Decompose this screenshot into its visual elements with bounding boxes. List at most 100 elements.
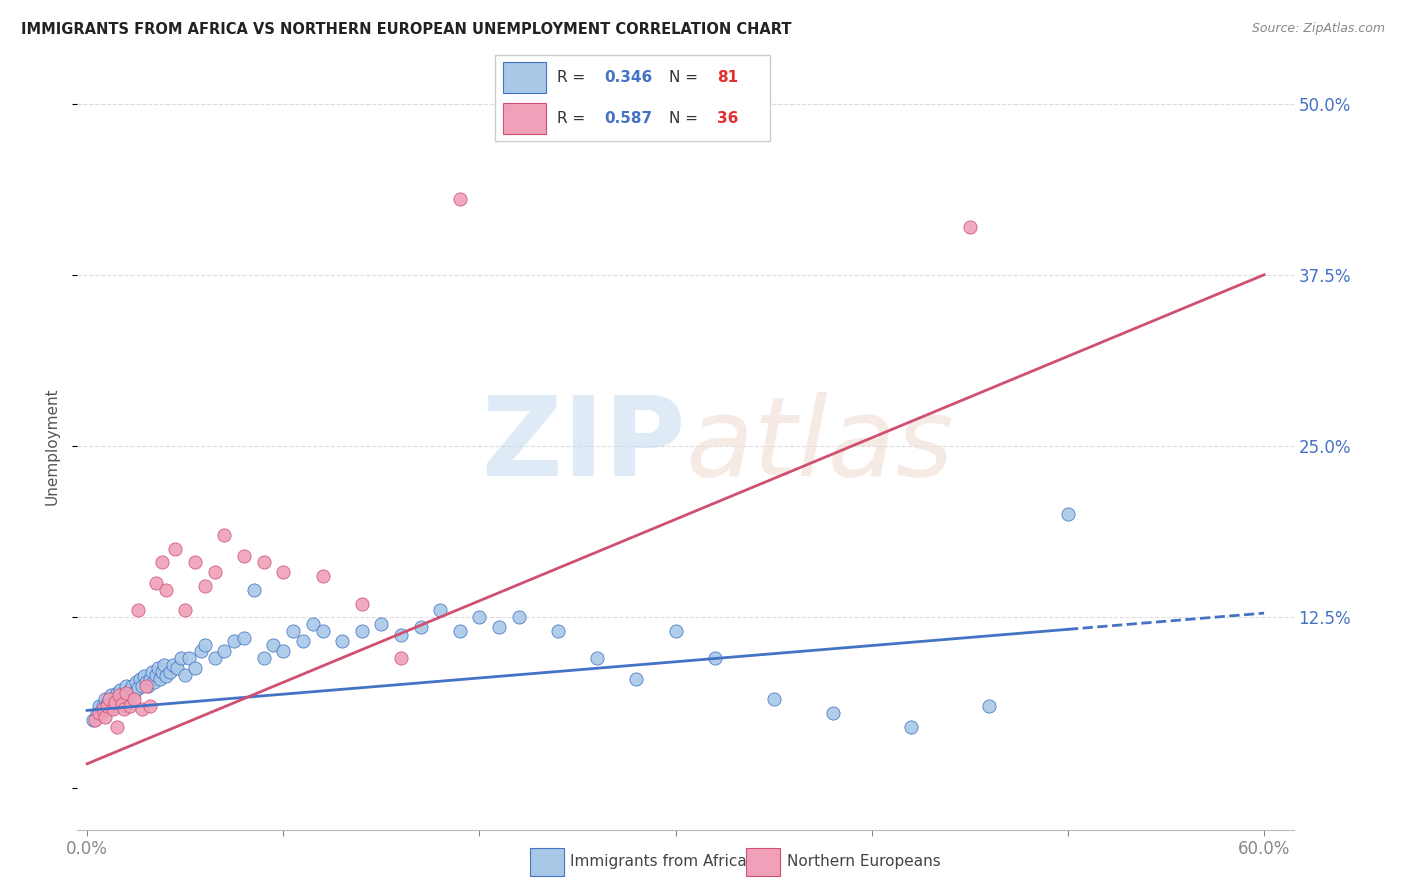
Point [136, 679, 159, 693]
Point [100, 689, 122, 703]
Point [233, 549, 256, 563]
Point [82, 713, 104, 727]
Point [96, 702, 118, 716]
Point [508, 610, 530, 624]
Point [449, 624, 471, 638]
Point [104, 692, 127, 706]
Point [281, 624, 304, 638]
Point [350, 597, 373, 611]
Point [389, 628, 412, 642]
Point [429, 603, 451, 617]
Point [190, 644, 212, 658]
Point [468, 610, 491, 624]
Point [449, 193, 471, 207]
Point [105, 685, 128, 699]
Point [112, 685, 135, 699]
Point [94, 692, 117, 706]
Point [127, 681, 149, 696]
Point [110, 682, 132, 697]
Point [139, 699, 162, 714]
Point [107, 689, 129, 703]
Point [214, 644, 236, 658]
Point [104, 695, 127, 709]
Point [145, 667, 167, 681]
Point [105, 720, 128, 734]
Text: ZIP: ZIP [482, 392, 686, 500]
Point [135, 674, 157, 689]
Text: R =: R = [557, 111, 591, 126]
Point [142, 674, 165, 689]
Point [117, 689, 139, 703]
Point [900, 720, 922, 734]
Point [165, 541, 187, 556]
Point [150, 665, 173, 679]
Point [87, 706, 110, 720]
Point [166, 661, 188, 675]
Point [125, 674, 148, 689]
Point [122, 685, 145, 699]
Point [97, 692, 120, 706]
Point [184, 556, 207, 570]
Text: 36: 36 [717, 111, 738, 126]
FancyBboxPatch shape [530, 848, 564, 876]
FancyBboxPatch shape [503, 103, 546, 134]
Point [271, 644, 294, 658]
Point [152, 658, 174, 673]
Point [121, 679, 143, 693]
Text: 0.346: 0.346 [605, 70, 652, 85]
Point [488, 620, 510, 634]
Point [762, 692, 785, 706]
Point [703, 651, 725, 665]
Point [111, 692, 134, 706]
Point [112, 702, 135, 716]
Point [149, 672, 172, 686]
Point [626, 672, 648, 686]
Point [184, 661, 207, 675]
Point [86, 706, 108, 720]
Point [91, 699, 114, 714]
FancyBboxPatch shape [503, 62, 546, 93]
Text: 81: 81 [717, 70, 738, 85]
Point [122, 692, 145, 706]
Point [330, 633, 353, 648]
Point [665, 624, 688, 638]
Point [127, 603, 149, 617]
Point [821, 706, 844, 720]
Text: 0.587: 0.587 [605, 111, 652, 126]
Point [263, 638, 285, 652]
Point [115, 679, 138, 693]
Point [111, 697, 134, 711]
Point [311, 624, 333, 638]
Point [115, 685, 138, 699]
Point [135, 679, 157, 693]
Point [91, 702, 114, 716]
Point [94, 710, 117, 724]
Point [214, 528, 236, 542]
Point [174, 667, 197, 681]
Point [101, 699, 124, 714]
Point [90, 706, 112, 720]
Point [350, 624, 373, 638]
Point [120, 699, 142, 714]
Point [132, 669, 155, 683]
Point [224, 633, 246, 648]
Point [291, 633, 314, 648]
Point [131, 679, 153, 693]
Point [204, 651, 226, 665]
Point [253, 556, 276, 570]
Point [159, 665, 181, 679]
Point [1057, 508, 1080, 522]
Point [243, 582, 266, 597]
Point [586, 651, 609, 665]
Point [129, 672, 152, 686]
Point [253, 651, 276, 665]
Point [179, 651, 201, 665]
Point [120, 682, 142, 697]
Point [174, 603, 197, 617]
Y-axis label: Unemployment: Unemployment [44, 387, 59, 505]
Point [194, 638, 217, 652]
Point [155, 582, 177, 597]
Point [96, 699, 118, 714]
Point [107, 689, 129, 703]
Point [131, 702, 153, 716]
